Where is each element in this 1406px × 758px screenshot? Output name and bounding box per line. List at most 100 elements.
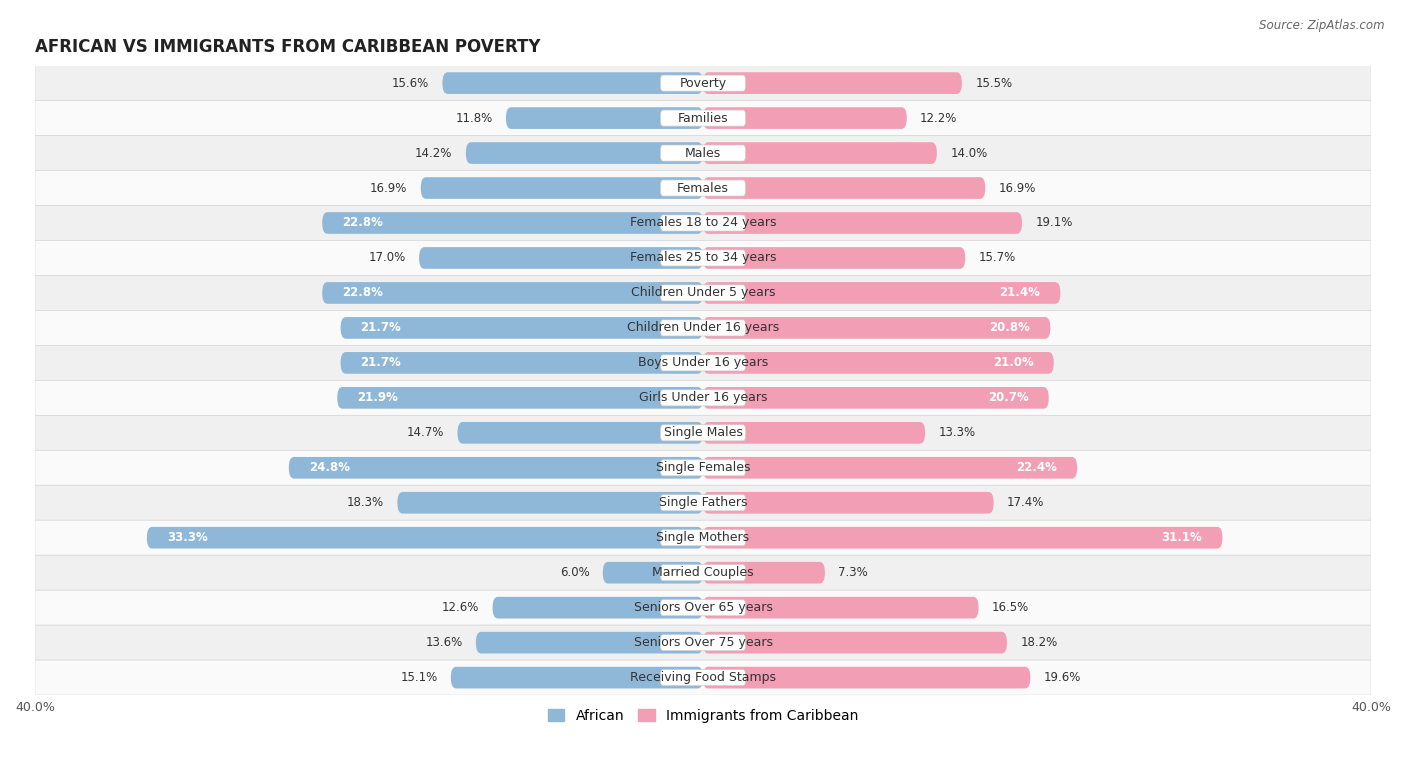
FancyBboxPatch shape <box>340 352 703 374</box>
FancyBboxPatch shape <box>703 457 1077 478</box>
Text: 18.3%: 18.3% <box>347 496 384 509</box>
Text: Single Fathers: Single Fathers <box>659 496 747 509</box>
FancyBboxPatch shape <box>703 387 1049 409</box>
FancyBboxPatch shape <box>661 110 745 126</box>
FancyBboxPatch shape <box>457 422 703 443</box>
FancyBboxPatch shape <box>703 527 1222 549</box>
Text: 22.8%: 22.8% <box>342 287 382 299</box>
Text: Children Under 5 years: Children Under 5 years <box>631 287 775 299</box>
Text: 13.6%: 13.6% <box>425 636 463 649</box>
Text: Seniors Over 75 years: Seniors Over 75 years <box>634 636 772 649</box>
FancyBboxPatch shape <box>703 422 925 443</box>
Text: 12.6%: 12.6% <box>441 601 479 614</box>
FancyBboxPatch shape <box>35 590 1371 625</box>
FancyBboxPatch shape <box>661 320 745 336</box>
FancyBboxPatch shape <box>340 317 703 339</box>
FancyBboxPatch shape <box>35 660 1371 695</box>
FancyBboxPatch shape <box>703 317 1050 339</box>
FancyBboxPatch shape <box>465 143 703 164</box>
Text: AFRICAN VS IMMIGRANTS FROM CARIBBEAN POVERTY: AFRICAN VS IMMIGRANTS FROM CARIBBEAN POV… <box>35 38 540 56</box>
FancyBboxPatch shape <box>443 72 703 94</box>
FancyBboxPatch shape <box>661 634 745 650</box>
FancyBboxPatch shape <box>35 136 1371 171</box>
Text: 22.4%: 22.4% <box>1017 462 1057 475</box>
Text: 12.2%: 12.2% <box>920 111 957 124</box>
Text: Males: Males <box>685 146 721 159</box>
Text: 6.0%: 6.0% <box>560 566 589 579</box>
Text: 15.1%: 15.1% <box>401 671 437 684</box>
Text: 24.8%: 24.8% <box>309 462 350 475</box>
Text: 13.3%: 13.3% <box>938 426 976 440</box>
FancyBboxPatch shape <box>661 600 745 615</box>
FancyBboxPatch shape <box>35 311 1371 346</box>
FancyBboxPatch shape <box>146 527 703 549</box>
Text: 18.2%: 18.2% <box>1021 636 1057 649</box>
FancyBboxPatch shape <box>337 387 703 409</box>
FancyBboxPatch shape <box>35 450 1371 485</box>
FancyBboxPatch shape <box>703 597 979 619</box>
Text: 21.9%: 21.9% <box>357 391 398 404</box>
FancyBboxPatch shape <box>451 667 703 688</box>
Text: 21.7%: 21.7% <box>360 356 401 369</box>
FancyBboxPatch shape <box>35 171 1371 205</box>
FancyBboxPatch shape <box>322 282 703 304</box>
Text: Females: Females <box>678 181 728 195</box>
FancyBboxPatch shape <box>703 562 825 584</box>
Text: Receiving Food Stamps: Receiving Food Stamps <box>630 671 776 684</box>
Text: 22.8%: 22.8% <box>342 217 382 230</box>
Text: Families: Families <box>678 111 728 124</box>
Text: Females 25 to 34 years: Females 25 to 34 years <box>630 252 776 265</box>
FancyBboxPatch shape <box>661 390 745 406</box>
FancyBboxPatch shape <box>288 457 703 478</box>
Text: Girls Under 16 years: Girls Under 16 years <box>638 391 768 404</box>
FancyBboxPatch shape <box>703 352 1053 374</box>
Text: Children Under 16 years: Children Under 16 years <box>627 321 779 334</box>
FancyBboxPatch shape <box>322 212 703 233</box>
Text: Single Females: Single Females <box>655 462 751 475</box>
Text: Single Males: Single Males <box>664 426 742 440</box>
Text: Seniors Over 65 years: Seniors Over 65 years <box>634 601 772 614</box>
Text: Single Mothers: Single Mothers <box>657 531 749 544</box>
FancyBboxPatch shape <box>35 101 1371 136</box>
FancyBboxPatch shape <box>661 145 745 161</box>
Text: Married Couples: Married Couples <box>652 566 754 579</box>
Text: 14.2%: 14.2% <box>415 146 453 159</box>
FancyBboxPatch shape <box>661 180 745 196</box>
Text: 19.6%: 19.6% <box>1043 671 1081 684</box>
Text: 20.8%: 20.8% <box>990 321 1031 334</box>
Text: Source: ZipAtlas.com: Source: ZipAtlas.com <box>1260 19 1385 32</box>
FancyBboxPatch shape <box>506 107 703 129</box>
FancyBboxPatch shape <box>661 495 745 511</box>
FancyBboxPatch shape <box>703 212 1022 233</box>
Text: 31.1%: 31.1% <box>1161 531 1202 544</box>
FancyBboxPatch shape <box>661 355 745 371</box>
Text: 14.0%: 14.0% <box>950 146 987 159</box>
Text: 20.7%: 20.7% <box>988 391 1029 404</box>
FancyBboxPatch shape <box>35 381 1371 415</box>
Text: 11.8%: 11.8% <box>456 111 492 124</box>
FancyBboxPatch shape <box>35 520 1371 555</box>
Text: 21.0%: 21.0% <box>993 356 1033 369</box>
Text: Poverty: Poverty <box>679 77 727 89</box>
FancyBboxPatch shape <box>661 669 745 686</box>
Text: 21.4%: 21.4% <box>1000 287 1040 299</box>
FancyBboxPatch shape <box>35 625 1371 660</box>
Text: 17.4%: 17.4% <box>1007 496 1045 509</box>
FancyBboxPatch shape <box>703 667 1031 688</box>
FancyBboxPatch shape <box>661 75 745 91</box>
FancyBboxPatch shape <box>35 415 1371 450</box>
FancyBboxPatch shape <box>703 247 965 269</box>
Text: Boys Under 16 years: Boys Under 16 years <box>638 356 768 369</box>
Text: 16.9%: 16.9% <box>998 181 1036 195</box>
FancyBboxPatch shape <box>420 177 703 199</box>
FancyBboxPatch shape <box>661 215 745 231</box>
FancyBboxPatch shape <box>35 66 1371 101</box>
Text: Females 18 to 24 years: Females 18 to 24 years <box>630 217 776 230</box>
FancyBboxPatch shape <box>703 177 986 199</box>
FancyBboxPatch shape <box>661 424 745 441</box>
FancyBboxPatch shape <box>35 205 1371 240</box>
FancyBboxPatch shape <box>661 565 745 581</box>
FancyBboxPatch shape <box>703 492 994 514</box>
Text: 15.6%: 15.6% <box>392 77 429 89</box>
Legend: African, Immigrants from Caribbean: African, Immigrants from Caribbean <box>548 709 858 723</box>
